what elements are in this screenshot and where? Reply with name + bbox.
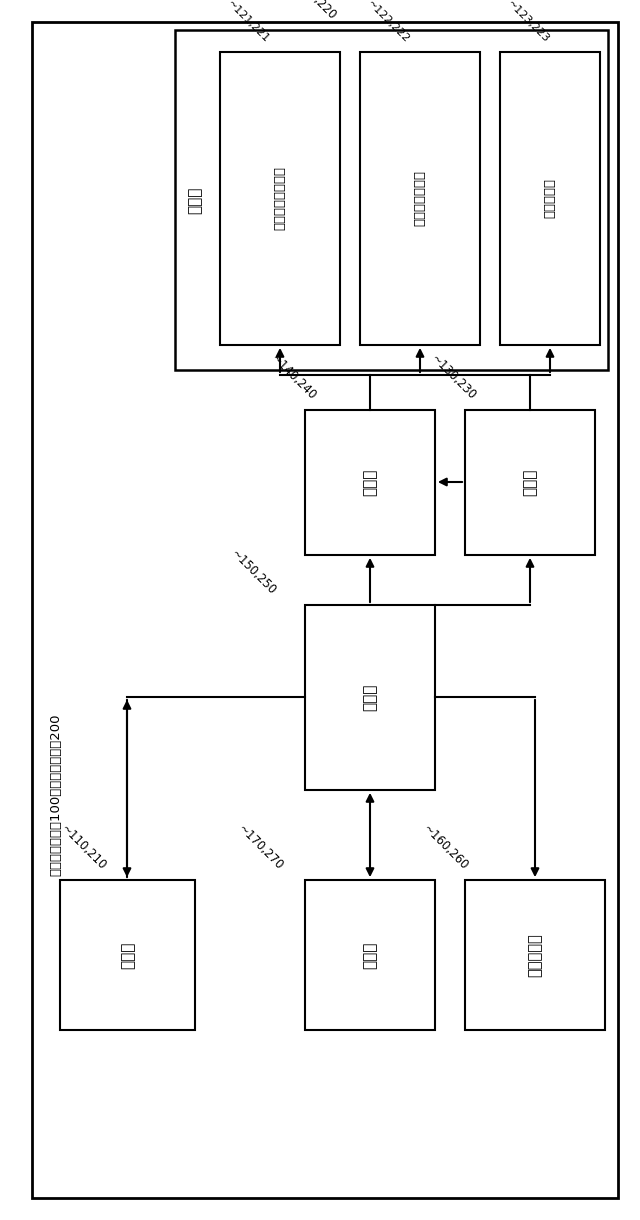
Bar (305, 605, 435, 791)
Text: 判断部: 判断部 (362, 468, 378, 497)
Text: ~122,222: ~122,222 (365, 0, 412, 45)
Text: ~170,270: ~170,270 (235, 822, 285, 874)
Text: 通信部: 通信部 (362, 942, 378, 969)
Text: ~121,221: ~121,221 (225, 0, 271, 45)
Bar (60, 880, 195, 1030)
Text: 取得部: 取得部 (188, 187, 202, 214)
Bar (465, 880, 605, 1030)
Text: ~120,220: ~120,220 (288, 0, 339, 23)
Text: ~123,223: ~123,223 (505, 0, 551, 45)
Text: ~140,240: ~140,240 (268, 353, 319, 403)
Bar (175, 30, 608, 370)
Bar (360, 52, 480, 345)
Bar (305, 880, 435, 1030)
Bar (500, 52, 600, 345)
Text: ユーザ状態取得部: ユーザ状態取得部 (273, 166, 287, 231)
Text: スマートフォン100、メガネ型端末200: スマートフォン100、メガネ型端末200 (49, 714, 63, 876)
Text: 制御部: 制御部 (362, 684, 378, 711)
Text: 環境状態取得部: 環境状態取得部 (413, 171, 426, 227)
Text: 虹彩取得部: 虹彩取得部 (543, 178, 557, 218)
Text: ~150,250: ~150,250 (228, 548, 278, 598)
Text: ~110,210: ~110,210 (58, 822, 108, 874)
Text: ~130,230: ~130,230 (428, 353, 478, 403)
Text: 表示制御部: 表示制御部 (527, 933, 543, 977)
Bar (220, 52, 340, 345)
Text: ~160,260: ~160,260 (420, 822, 470, 874)
Bar (305, 410, 435, 555)
Text: 認証部: 認証部 (522, 468, 538, 497)
Text: 撮像部: 撮像部 (120, 942, 135, 969)
Bar (465, 410, 595, 555)
